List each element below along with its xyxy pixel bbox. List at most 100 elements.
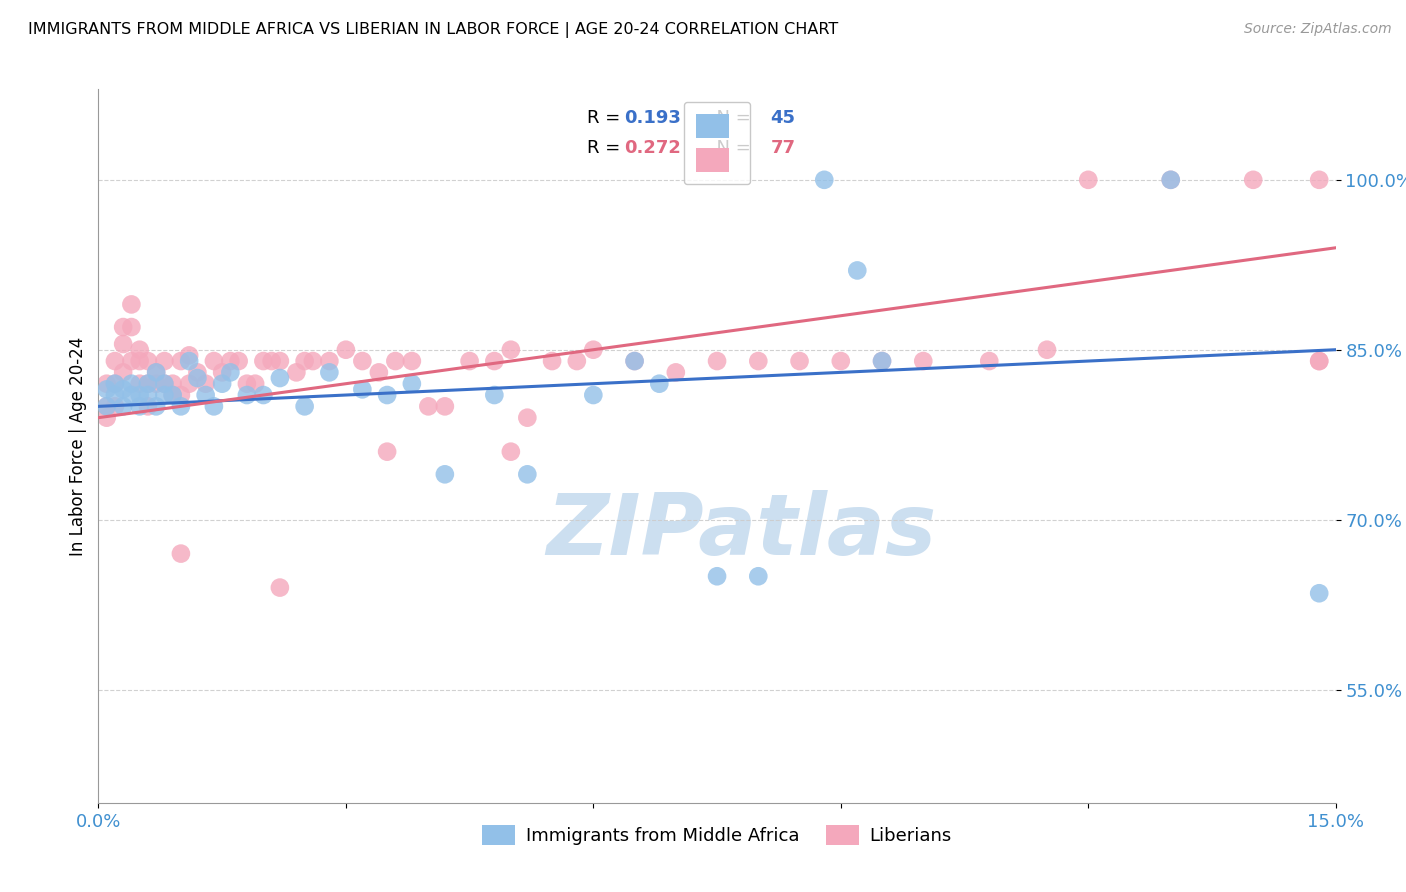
Point (112, 337, 135, 351)
Point (170, 388, 193, 402)
Point (499, 343, 522, 357)
Point (112, 320, 135, 334)
Point (120, 376, 142, 391)
Point (375, 444, 398, 458)
Point (96, 376, 118, 391)
Point (145, 365, 167, 379)
Point (104, 376, 127, 391)
Point (1160, 173, 1182, 187)
Point (1036, 343, 1059, 357)
Point (153, 376, 176, 391)
Point (367, 365, 389, 379)
Legend: Immigrants from Middle Africa, Liberians: Immigrants from Middle Africa, Liberians (474, 815, 960, 855)
Point (335, 343, 357, 357)
Point (96, 383, 118, 397)
Point (352, 354, 374, 368)
Point (979, 354, 1001, 368)
Point (418, 400, 440, 414)
Point (623, 354, 645, 368)
Point (120, 297, 142, 311)
Point (179, 376, 201, 391)
Point (194, 376, 217, 391)
Point (582, 388, 605, 402)
Point (1308, 586, 1330, 600)
Text: 77: 77 (770, 139, 796, 157)
Point (516, 410, 538, 425)
Point (219, 354, 242, 368)
Point (318, 365, 340, 379)
Point (401, 376, 423, 391)
Point (870, 354, 893, 368)
Point (179, 348, 201, 362)
Point (318, 354, 340, 368)
Point (789, 354, 811, 368)
Point (302, 354, 325, 368)
Point (96, 400, 118, 414)
Point (128, 343, 150, 357)
Point (120, 354, 142, 368)
Point (813, 173, 835, 187)
Point (747, 354, 769, 368)
Point (112, 383, 135, 397)
Point (1077, 173, 1099, 187)
Point (162, 388, 184, 402)
Point (202, 354, 225, 368)
Point (260, 354, 283, 368)
Point (186, 365, 208, 379)
Point (252, 354, 274, 368)
Point (846, 263, 869, 277)
Point (582, 343, 605, 357)
Point (243, 376, 266, 391)
Point (433, 467, 456, 482)
Text: 0.272: 0.272 (624, 139, 681, 157)
Point (153, 376, 176, 391)
Point (269, 581, 291, 595)
Point (153, 388, 176, 402)
Point (499, 444, 522, 458)
Point (565, 354, 588, 368)
Point (162, 376, 184, 391)
Point (830, 354, 852, 368)
Point (458, 354, 481, 368)
Point (162, 388, 184, 402)
Point (706, 354, 728, 368)
Point (1160, 173, 1182, 187)
Point (285, 365, 308, 379)
Point (120, 320, 142, 334)
Point (484, 354, 506, 368)
Point (128, 400, 150, 414)
Text: N =: N = (704, 139, 756, 157)
Point (252, 388, 274, 402)
Text: 0.193: 0.193 (624, 109, 681, 127)
Point (170, 354, 193, 368)
Point (96, 410, 118, 425)
Point (384, 354, 406, 368)
Point (179, 354, 201, 368)
Text: N =: N = (704, 109, 756, 127)
Point (202, 400, 225, 414)
Point (236, 376, 259, 391)
Point (294, 400, 316, 414)
Point (170, 400, 193, 414)
Point (136, 388, 159, 402)
Point (128, 376, 150, 391)
Point (170, 547, 193, 561)
Point (136, 376, 159, 391)
Point (1308, 173, 1330, 187)
Point (870, 354, 893, 368)
Point (96, 400, 118, 414)
Point (665, 365, 688, 379)
Point (145, 376, 167, 391)
Point (541, 354, 564, 368)
Point (352, 383, 374, 397)
Point (375, 388, 398, 402)
Point (112, 365, 135, 379)
Point (294, 354, 316, 368)
Point (912, 354, 935, 368)
Point (128, 354, 150, 368)
Text: Source: ZipAtlas.com: Source: ZipAtlas.com (1244, 22, 1392, 37)
Text: 45: 45 (770, 109, 796, 127)
Point (186, 371, 208, 385)
Point (401, 354, 423, 368)
Point (145, 365, 167, 379)
